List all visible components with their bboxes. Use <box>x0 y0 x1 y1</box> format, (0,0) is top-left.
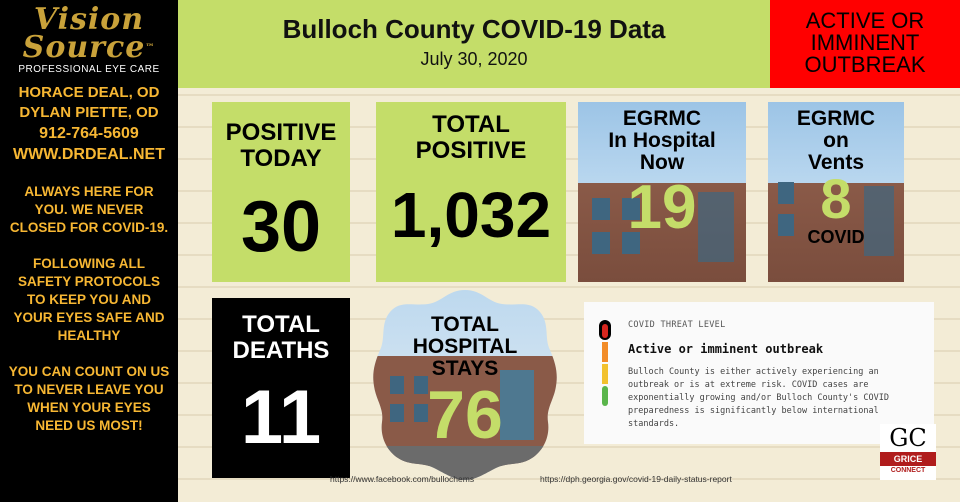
sidebar-message-1: ALWAYS HERE FOR YOU. WE NEVER CLOSED FOR… <box>9 184 169 235</box>
threat-description: Bulloch County is either actively experi… <box>628 367 889 429</box>
hospital-now-value: 19 <box>627 173 697 242</box>
total-deaths-value: 11 <box>240 375 322 460</box>
building-window <box>778 182 794 204</box>
sponsor-sidebar: Vision Source™ PROFESSIONAL EYE CARE HOR… <box>0 0 178 502</box>
threat-level-card: COVID THREAT LEVEL Active or imminent ou… <box>584 302 934 444</box>
outbreak-status-badge: ACTIVE OR IMMINENT OUTBREAK <box>770 0 960 88</box>
report-date: July 30, 2020 <box>420 49 528 69</box>
hospital-now-label: EGRMC In Hospital Now <box>608 107 716 174</box>
positive-today-value: 30 <box>240 187 322 267</box>
building-window <box>592 198 610 220</box>
threat-title: COVID THREAT LEVEL <box>628 320 726 330</box>
logo-word-vision: Vision <box>33 2 145 37</box>
vents-value: 8 <box>820 167 852 230</box>
vents-sublabel: COVID <box>807 227 865 247</box>
building-glass <box>698 192 734 262</box>
building-window <box>592 232 610 254</box>
source-link-facebook[interactable]: https://www.facebook.com/bullochems <box>330 474 475 484</box>
building-window <box>622 198 640 220</box>
outbreak-line-2: IMMINENT <box>810 30 920 55</box>
hospital-stays-badge: TOTAL HOSPITAL STAYS 76 <box>370 286 560 482</box>
website-link[interactable]: WWW.DRDEAL.NET <box>13 146 165 163</box>
page-title: Bulloch County COVID-19 Data <box>282 14 666 44</box>
vents-label: EGRMC on Vents <box>796 107 876 174</box>
threat-thermometer-icon <box>599 320 611 406</box>
doctor-name-2: DYLAN PIETTE, OD <box>19 104 159 121</box>
building-glass <box>864 186 894 256</box>
total-positive-label: TOTAL POSITIVE <box>415 111 527 164</box>
doctor-name-1: HORACE DEAL, OD <box>18 84 160 101</box>
building-window <box>778 214 794 236</box>
outbreak-line-1: ACTIVE OR <box>805 8 925 33</box>
vision-source-logo: Vision Source™ PROFESSIONAL EYE CARE <box>0 0 178 76</box>
scalloped-badge-shape <box>373 290 557 480</box>
grice-connect-logo: GC GRICE CONNECT <box>880 424 936 480</box>
threat-heading: Active or imminent outbreak <box>628 342 824 356</box>
vents-card: EGRMC on Vents 8 COVID <box>768 102 904 282</box>
total-deaths-label: TOTAL DEATHS <box>232 311 330 364</box>
source-link-dph[interactable]: https://dph.georgia.gov/covid-19-daily-s… <box>540 474 732 484</box>
logo-subtitle: PROFESSIONAL EYE CARE <box>18 64 160 75</box>
outbreak-line-3: OUTBREAK <box>804 52 926 77</box>
hospital-stays-value: 76 <box>427 377 503 453</box>
hospital-now-card: EGRMC In Hospital Now 19 <box>578 102 746 282</box>
building-window <box>622 232 640 254</box>
hospital-stays-label: TOTAL HOSPITAL STAYS <box>412 313 518 380</box>
sidebar-message-3: YOU CAN COUNT ON US TO NEVER LEAVE YOU W… <box>8 364 170 433</box>
total-positive-value: 1,032 <box>390 179 552 251</box>
phone-number[interactable]: 912-764-5609 <box>39 125 139 142</box>
header-banner: Bulloch County COVID-19 Data July 30, 20… <box>178 0 770 88</box>
positive-today-label: POSITIVE TODAY <box>225 119 337 172</box>
logo-word-source: Source™ <box>22 30 156 65</box>
sidebar-message-2: FOLLOWING ALL SAFETY PROTOCOLS TO KEEP Y… <box>13 256 165 343</box>
total-deaths-card: TOTAL DEATHS 11 <box>212 298 350 478</box>
positive-today-card: POSITIVE TODAY 30 <box>212 102 350 282</box>
total-positive-card: TOTAL POSITIVE 1,032 <box>376 102 566 282</box>
